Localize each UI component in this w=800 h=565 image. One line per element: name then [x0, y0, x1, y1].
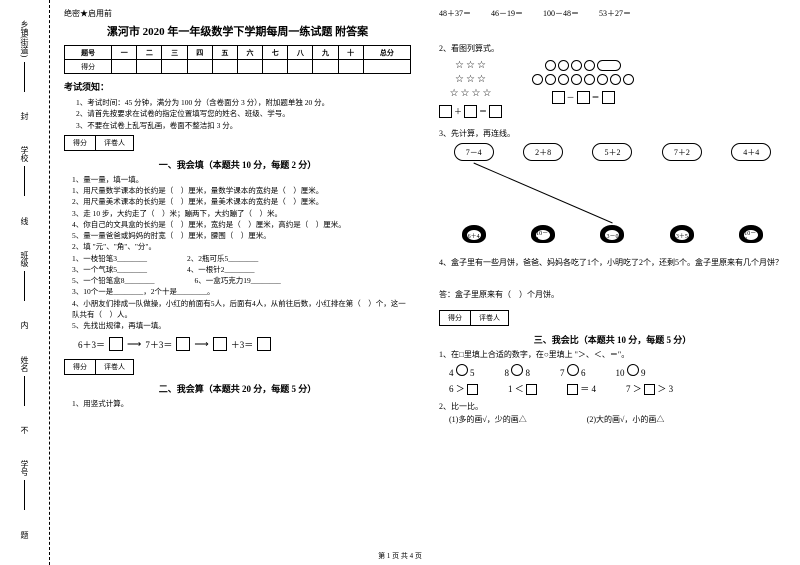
star-icon: ☆	[455, 60, 464, 71]
grader-label: 评卷人	[471, 311, 508, 325]
left-column: 绝密★启用前 漯河市 2020 年一年级数学下学期每周一练试题 附答案 题号一二…	[50, 0, 425, 565]
calc-item: 53＋27＝	[599, 8, 631, 19]
notice-list: 1、考试时间：45 分钟，满分为 100 分（含卷面分 3 分），附加题单独 2…	[64, 97, 411, 131]
score-label: 得分	[65, 136, 96, 150]
binding-mark: 题	[19, 531, 30, 545]
penguin-icon: 10－1	[523, 225, 563, 253]
calc-item: 100－48＝	[543, 8, 579, 19]
calc-problems: 48＋37＝ 46－19＝ 100－48＝ 53＋27＝	[439, 8, 786, 19]
notice-item: 3、不要在试卷上乱写乱画，卷面不整洁扣 3 分。	[76, 120, 411, 131]
q3: 3、先计算，再连线。	[439, 128, 786, 139]
binding-field-id: 学号	[19, 460, 30, 510]
part2-q1: 1、用竖式计算。	[64, 398, 411, 409]
page-footer: 第 1 页 共 4 页	[0, 551, 800, 561]
q3: 3、10个一是________，2个十是________。	[72, 286, 411, 297]
star-group: ☆☆☆ ☆☆☆ ☆☆☆☆ ＋＝	[439, 60, 502, 118]
q2-subs: (1)多的画√，少的画△ (2)大的画√，小的画△	[449, 414, 786, 425]
q1-sub: 3、走 10 步，大约走了（ ）米；蹦两下，大约蹦了（ ）米。	[72, 208, 411, 219]
binding-mark: 封	[19, 112, 30, 126]
binding-field-township: 乡镇(街道)	[19, 20, 30, 91]
penguin-icon: 3－0	[592, 225, 632, 253]
binding-field-class: 班级	[19, 251, 30, 301]
binding-mark: 线	[19, 217, 30, 231]
score-label: 得分	[440, 311, 471, 325]
q2: 2、填 "元"、"角"、"分"。	[72, 241, 411, 252]
capsule-icon	[597, 60, 621, 71]
answer-line: 答：盒子里原来有（ ）个月饼。	[439, 289, 786, 300]
blank-box	[213, 337, 227, 351]
compare-row-1: 4 5 8 8 7 6 10 9	[449, 364, 786, 378]
q1-sub: 5、量一量爸爸或妈妈的肘宽（ ）厘米，腰围（ ）厘米。	[72, 230, 411, 241]
q1-sub: 1、用尺量数学课本的长约是（ ）厘米，量数学课本的宽约是（ ）厘米。	[72, 185, 411, 196]
binding-mark: 不	[19, 426, 30, 440]
circle-icon	[545, 60, 556, 71]
binding-mark: 内	[19, 321, 30, 335]
penguin-icon: 3＋5	[662, 225, 702, 253]
arrow-icon: ⟶	[127, 339, 141, 350]
q4: 4、小朋友们排成一队做操，小红的前面有5人，后面有4人，从前往后数，小红排在第（…	[72, 298, 411, 321]
q1: 1、在□里填上合适的数字，在○里填上 "＞、＜、＝"。	[439, 349, 786, 360]
connect-diagram: 7－4 2＋8 5＋2 7＋2 4＋4 6＋4 10－1 3－0 3＋5 10－…	[439, 143, 786, 253]
score-entry-box: 得分 评卷人	[64, 135, 134, 151]
score-label: 得分	[65, 360, 96, 374]
binding-field-school: 学校	[19, 146, 30, 196]
q1: 1、量一量，填一填。	[72, 174, 411, 185]
grader-label: 评卷人	[96, 360, 133, 374]
equation-pattern: 6＋3＝ ⟶ 7＋3＝ ⟶ ＋3＝	[78, 337, 411, 351]
q1: 1、用竖式计算。	[72, 398, 411, 409]
exam-title: 漯河市 2020 年一年级数学下学期每周一练试题 附答案	[64, 23, 411, 39]
compare-row-2: 6 ＞ 1 ＜ ＝ 4 7 ＞ ＞ 3	[449, 382, 786, 395]
notice-item: 2、请首先按要求在试卷的指定位置填写您的姓名、班级、学号。	[76, 108, 411, 119]
shape-diagram: ☆☆☆ ☆☆☆ ☆☆☆☆ ＋＝ －＝	[439, 60, 786, 118]
notice-heading: 考试须知：	[64, 80, 411, 93]
blank-box	[257, 337, 271, 351]
blank-box	[109, 337, 123, 351]
q2: 2、看图列算式。	[439, 43, 786, 54]
square-blank	[467, 384, 478, 395]
part2-title: 二、我会算（本题共 20 分，每题 5 分）	[64, 382, 411, 395]
blank-box	[176, 337, 190, 351]
score-value-row: 得分	[65, 60, 411, 74]
q4: 4、盒子里有一些月饼，爸爸、妈妈各吃了1个，小明吃了2个，还剩5个。盒子里原来有…	[439, 257, 786, 269]
arrow-icon: ⟶	[194, 339, 208, 350]
binding-field-name: 姓名	[19, 356, 30, 406]
score-entry-box: 得分 评卷人	[64, 359, 134, 375]
q5: 5、先找出规律，再填一填。	[72, 320, 411, 331]
confidential-label: 绝密★启用前	[64, 8, 411, 19]
circle-blank	[456, 364, 468, 376]
right-column: 48＋37＝ 46－19＝ 100－48＝ 53＋27＝ 2、看图列算式。 ☆☆…	[425, 0, 800, 565]
penguin-icon: 6＋4	[454, 225, 494, 253]
q1-sub: 2、用尺量美术课本的长约是（ ）厘米，量美术课本的宽约是（ ）厘米。	[72, 196, 411, 207]
calc-item: 48＋37＝	[439, 8, 471, 19]
score-entry-box: 得分 评卷人	[439, 310, 509, 326]
penguin-icon: 10－3	[731, 225, 771, 253]
score-table: 题号一二三四五六七八九十总分 得分	[64, 45, 411, 74]
q2: 2、比一比。	[439, 401, 786, 412]
circle-group: －＝	[532, 60, 634, 118]
q1-sub: 4、你自己的文具盒的长约是（ ）厘米，宽约是（ ）厘米，高约是（ ）厘米。	[72, 219, 411, 230]
part1-title: 一、我会填（本题共 10 分，每题 2 分）	[64, 158, 411, 171]
grader-label: 评卷人	[96, 136, 133, 150]
part3-title: 三、我会比（本题共 10 分，每题 5 分）	[439, 333, 786, 346]
notice-item: 1、考试时间：45 分钟，满分为 100 分（含卷面分 3 分），附加题单独 2…	[76, 97, 411, 108]
score-header-row: 题号一二三四五六七八九十总分	[65, 46, 411, 60]
calc-item: 46－19＝	[491, 8, 523, 19]
binding-margin: 乡镇(街道) 封 学校 线 班级 内 姓名 不 学号 题	[0, 0, 50, 565]
part1-questions: 1、量一量，填一填。 1、用尺量数学课本的长约是（ ）厘米，量数学课本的宽约是（…	[64, 174, 411, 332]
